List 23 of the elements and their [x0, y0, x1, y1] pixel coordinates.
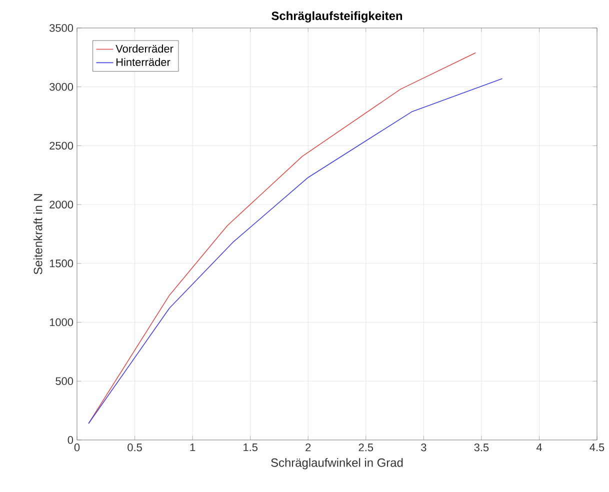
y-tick-label: 1000 [50, 318, 74, 326]
x-tick-label: 4 [536, 444, 542, 452]
x-tick-label: 4.5 [590, 444, 604, 452]
y-tick-label: 2500 [50, 142, 74, 150]
legend-label: Vorderräder [116, 44, 174, 53]
chart-title: Schräglaufsteifigkeiten [272, 11, 402, 22]
y-tick-label: 500 [56, 377, 74, 386]
y-tick-label: 3000 [50, 82, 74, 91]
y-tick-label: 0 [68, 436, 74, 444]
x-tick-label: 0.5 [128, 444, 142, 452]
legend-label: Hinterräder [116, 58, 170, 66]
x-tick-label: 1 [190, 444, 196, 452]
x-tick-label: 0 [74, 444, 80, 452]
x-axis-title: Schräglaufwinkel in Grad [271, 458, 403, 470]
x-tick-label: 1.5 [244, 444, 258, 452]
x-tick-label: 2 [306, 444, 311, 452]
y-tick-label: 2000 [50, 200, 74, 208]
x-tick-label: 3 [421, 444, 426, 452]
y-tick-label: 3500 [50, 24, 74, 32]
x-tick-label: 2.5 [358, 444, 374, 452]
x-tick-label: 3.5 [474, 444, 489, 452]
y-tick-label: 1500 [50, 260, 74, 268]
y-axis-title: Seitenkraft in N [33, 194, 42, 274]
